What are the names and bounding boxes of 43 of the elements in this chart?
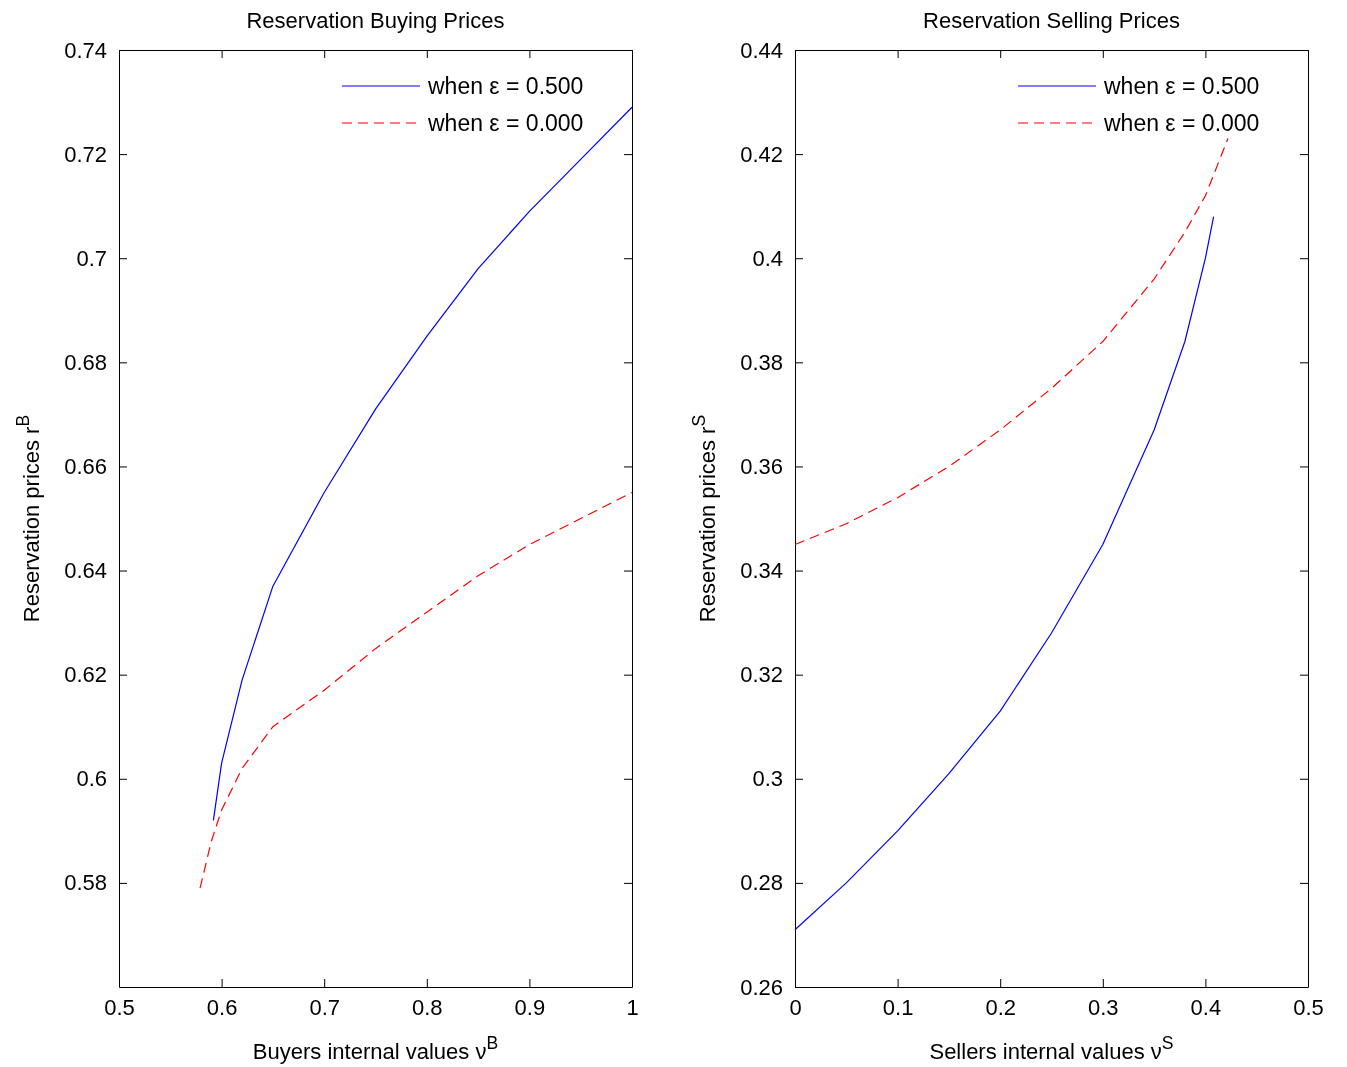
- x-tick-label: 0.3: [1088, 994, 1119, 1020]
- y-tick-label: 0.3: [752, 766, 783, 792]
- x-tick-label: 0.9: [514, 994, 546, 1020]
- y-tick-label: 0.34: [740, 558, 783, 584]
- x-tick-label: 0.1: [882, 994, 914, 1020]
- y-tick-label: 0.7: [76, 245, 107, 271]
- y-tick-label: 0.4: [752, 245, 783, 271]
- legend-label: when ε = 0.000: [1103, 110, 1260, 136]
- x-tick-label: 0.5: [1293, 994, 1324, 1020]
- legend-label: when ε = 0.500: [427, 73, 584, 99]
- x-tick-label: 0.4: [1190, 994, 1222, 1020]
- x-axis-title: Buyers internal values ν$^{B}$: [252, 1033, 499, 1064]
- legend-label: when ε = 0.000: [427, 110, 584, 136]
- chart-title: Reservation Selling Prices: [923, 8, 1180, 33]
- y-tick-label: 0.44: [740, 37, 783, 63]
- line-series: [199, 491, 633, 889]
- y-tick-label: 0.66: [64, 453, 107, 479]
- y-tick-label: 0.38: [740, 349, 783, 375]
- y-tick-label: 0.36: [740, 453, 783, 479]
- y-tick-label: 0.42: [740, 141, 783, 167]
- x-tick-label: 0.8: [412, 994, 443, 1020]
- line-series: [794, 137, 1229, 546]
- y-tick-label: 0.64: [64, 558, 107, 584]
- y-tick-label: 0.58: [64, 870, 107, 896]
- legend-label: when ε = 0.500: [1103, 73, 1260, 99]
- chart-title: Reservation Buying Prices: [246, 8, 505, 33]
- x-tick-label: 1: [626, 994, 639, 1020]
- x-tick-label: 0.2: [985, 994, 1016, 1020]
- y-tick-label: 0.72: [64, 141, 107, 167]
- x-tick-label: 0.6: [206, 994, 238, 1020]
- y-tick-label: 0.28: [740, 870, 783, 896]
- x-tick-label: 0.5: [104, 994, 135, 1020]
- x-axis-title: Sellers internal values ν$^{S}$: [929, 1033, 1174, 1064]
- x-tick-label: 0: [789, 994, 802, 1020]
- y-tick-label: 0.32: [740, 662, 783, 688]
- y-tick-label: 0.6: [76, 766, 107, 792]
- y-tick-label: 0.26: [740, 974, 783, 1000]
- y-tick-label: 0.68: [64, 349, 107, 375]
- y-tick-label: 0.74: [64, 37, 107, 63]
- line-series: [212, 106, 633, 822]
- x-tick-label: 0.7: [309, 994, 340, 1020]
- line-series: [794, 215, 1215, 931]
- y-tick-label: 0.62: [64, 662, 107, 688]
